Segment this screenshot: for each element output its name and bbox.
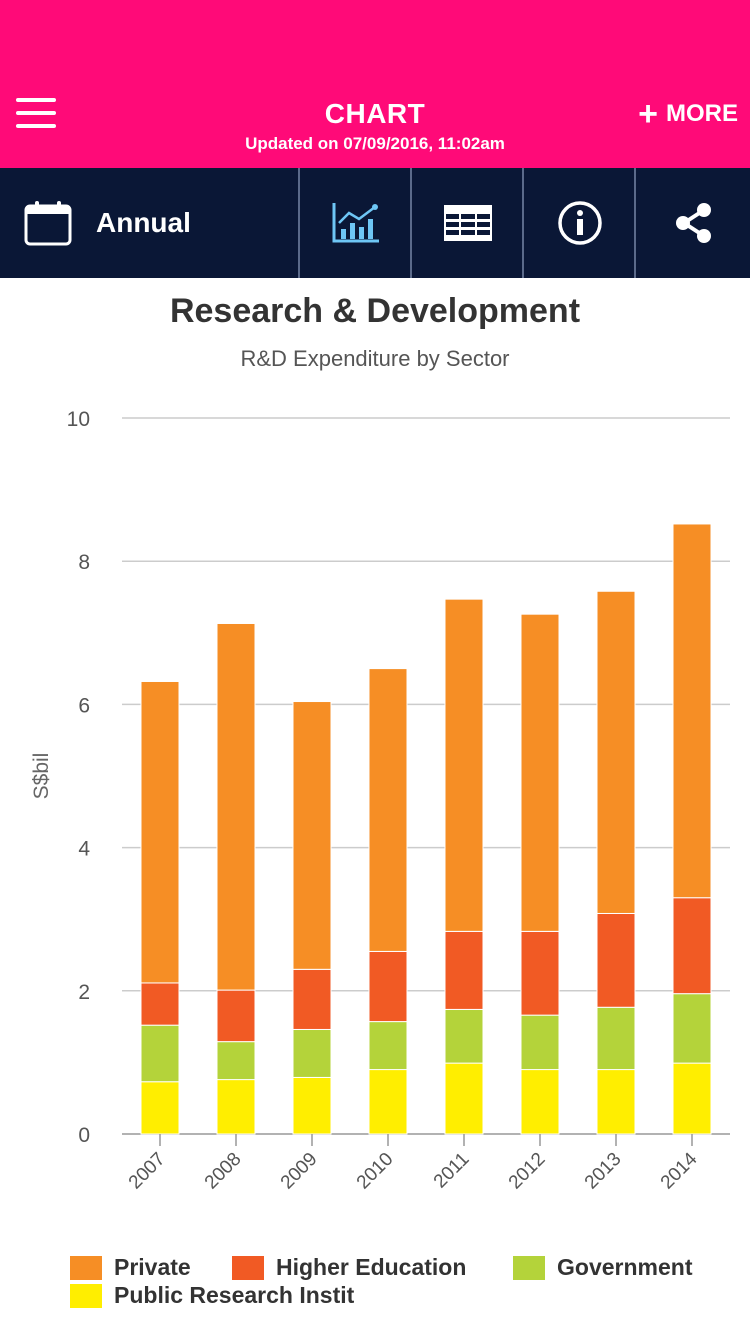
plus-icon: + (638, 95, 658, 133)
bar-segment (216, 1079, 256, 1135)
bar-segment (520, 613, 560, 932)
bar-segment (520, 1014, 560, 1071)
bar-segment (368, 950, 408, 1023)
bar-segment (596, 1006, 636, 1071)
bar-segment (444, 1062, 484, 1135)
bar-segment (140, 982, 180, 1026)
bar-segment (444, 1008, 484, 1064)
chart-view-button[interactable] (298, 168, 412, 278)
bar-segment (520, 1069, 560, 1135)
legend-swatch (232, 1255, 264, 1280)
y-tick-label: 2 (78, 981, 90, 1004)
toolbar: Annual (0, 168, 750, 278)
bar-segment (444, 598, 484, 932)
bar-segment (672, 523, 712, 899)
bar-segment (672, 897, 712, 995)
bar-segment (596, 912, 636, 1008)
bar-segment (140, 1024, 180, 1083)
y-tick-label: 8 (78, 551, 90, 574)
info-button[interactable] (522, 168, 636, 278)
bar-segment (292, 968, 332, 1030)
info-icon (558, 201, 602, 245)
bar-segment (444, 930, 484, 1010)
table-icon (444, 205, 492, 241)
legend-label: Public Research Instit (114, 1282, 355, 1308)
legend-item[interactable]: Government (513, 1254, 692, 1281)
legend-swatch (513, 1255, 545, 1280)
bar-segment (216, 622, 256, 991)
calendar-icon (24, 201, 72, 246)
page-title: CHART (324, 98, 426, 129)
chart-title: Research & Development (169, 292, 581, 330)
legend-item[interactable]: Public Research Instit (70, 1282, 354, 1309)
y-tick-label: 4 (78, 838, 90, 861)
legend-label: Higher Education (276, 1254, 467, 1280)
bar-segment (216, 1041, 256, 1081)
x-tick-label: 2011 (430, 1149, 474, 1193)
legend-label: Private (114, 1254, 191, 1280)
bar-segment (672, 993, 712, 1064)
period-label: Annual (96, 207, 191, 238)
bar-segment (596, 1069, 636, 1135)
x-tick-label: 2014 (657, 1148, 702, 1193)
legend-swatch (70, 1283, 102, 1308)
period-selector[interactable]: Annual (0, 168, 298, 278)
app-header: CHART Updated on 07/09/2016, 11:02am + M… (0, 0, 750, 168)
bar-segment (368, 1021, 408, 1071)
x-tick-label: 2013 (581, 1149, 626, 1194)
legend-item[interactable]: Private (70, 1254, 191, 1281)
legend-item[interactable]: Higher Education (232, 1254, 466, 1281)
bar-segment (672, 1062, 712, 1135)
share-icon (676, 203, 711, 243)
bar-segment (216, 989, 256, 1043)
bar-segment (292, 1028, 332, 1078)
x-tick-label: 2007 (125, 1149, 170, 1194)
bar-segment (596, 590, 636, 914)
table-view-button[interactable] (410, 168, 524, 278)
bar-segment (140, 1081, 180, 1135)
y-tick-label: 0 (78, 1124, 90, 1147)
bar-segment (368, 668, 408, 952)
bar-segment (140, 680, 180, 984)
chart-subtitle: R&D Expenditure by Sector (240, 346, 510, 371)
more-label: MORE (666, 100, 738, 127)
share-button[interactable] (634, 168, 750, 278)
hamburger-menu-icon[interactable] (16, 98, 56, 130)
x-tick-label: 2009 (277, 1149, 322, 1194)
stacked-bar-chart: 0 2 4 6 8 10 S$bil 2007 2008 2009 2010 2011 2012 2013… (30, 408, 730, 1194)
bar-segment (368, 1069, 408, 1135)
bar-segment (520, 930, 560, 1016)
x-tick-label: 2008 (201, 1149, 246, 1194)
x-tick-label: 2010 (353, 1149, 398, 1194)
updated-timestamp: Updated on 07/09/2016, 11:02am (245, 134, 505, 153)
x-tick-label: 2012 (505, 1149, 550, 1194)
y-tick-label: 10 (67, 408, 90, 431)
legend-label: Government (557, 1254, 693, 1280)
y-tick-label: 6 (78, 694, 90, 717)
chart-icon (332, 203, 379, 243)
bar-segment (292, 1076, 332, 1135)
y-axis-title: S$bil (30, 753, 53, 800)
more-button[interactable]: + MORE (638, 95, 738, 133)
bar-segment (292, 701, 332, 970)
legend-swatch (70, 1255, 102, 1280)
